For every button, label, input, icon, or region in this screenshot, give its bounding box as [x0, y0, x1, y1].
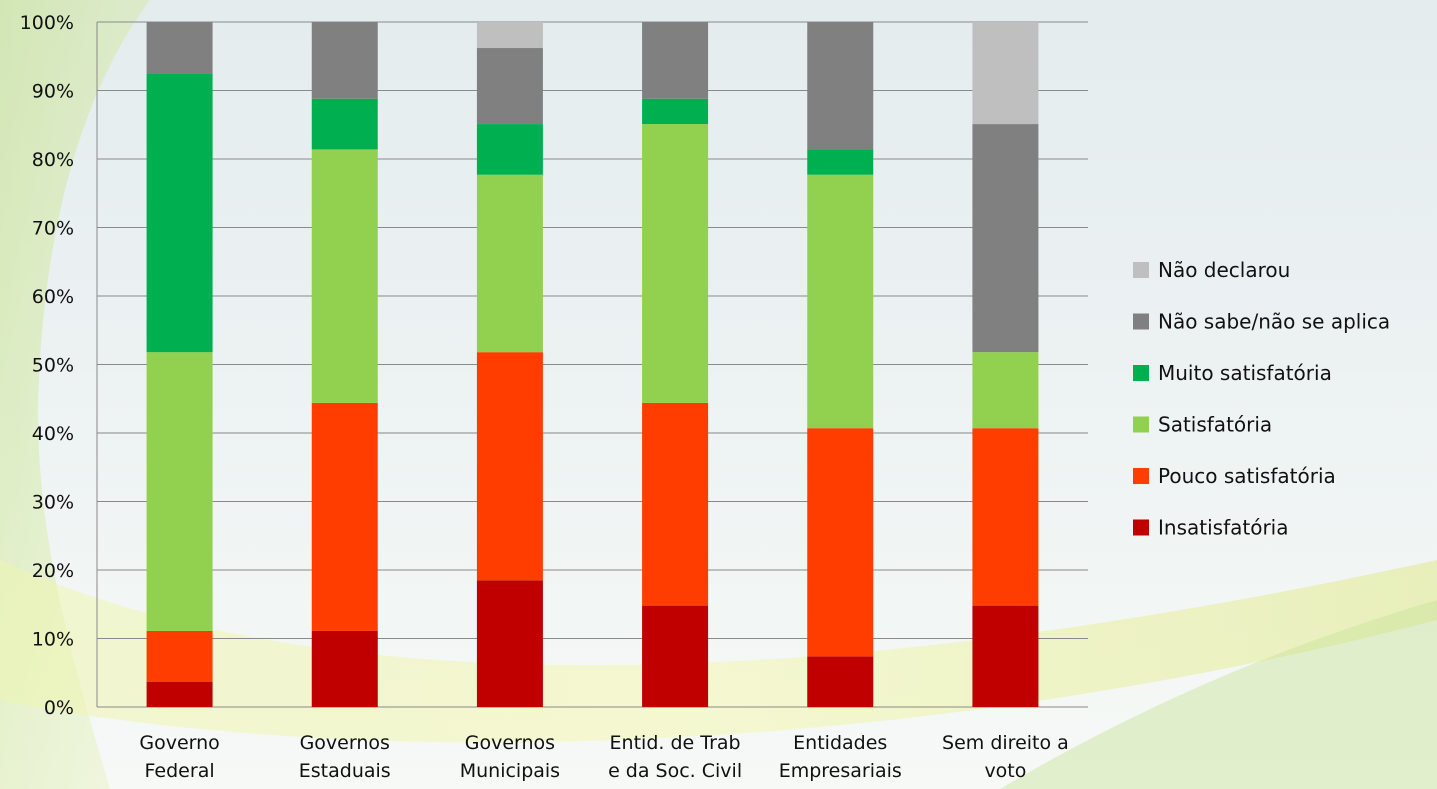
bar-segment [972, 352, 1039, 429]
x-category-label: Estaduais [299, 760, 391, 782]
x-category-label: e da Soc. Civil [608, 760, 742, 782]
x-category-label: Governo [139, 732, 219, 754]
y-tick-label: 30% [32, 492, 74, 514]
x-category-label: Entid. de Trab [610, 732, 741, 754]
y-tick-label: 70% [32, 218, 74, 240]
bar-segment [642, 98, 709, 125]
x-category-label: Municipais [460, 760, 560, 782]
x-category-label: Federal [145, 760, 215, 782]
x-category-label: Sem direito a [942, 732, 1069, 754]
bar-segment [146, 352, 213, 631]
bar-segment [476, 48, 543, 125]
y-tick-label: 50% [32, 355, 74, 377]
y-tick-label: 100% [20, 12, 74, 34]
y-tick-label: 10% [32, 629, 74, 651]
legend-label: Insatisfatória [1158, 516, 1288, 540]
legend-swatch [1133, 262, 1149, 278]
bar-segment [642, 22, 709, 99]
bar-segment [642, 605, 709, 707]
bar-segment [476, 352, 543, 581]
bar-segment [807, 174, 874, 429]
y-tick-label: 40% [32, 423, 74, 445]
bar-segment [476, 124, 543, 175]
bar-segment [146, 630, 213, 682]
legend-swatch [1133, 519, 1149, 536]
y-tick-label: 20% [32, 560, 74, 582]
legend-swatch [1133, 468, 1149, 484]
bar-segment [311, 149, 378, 403]
bar-segment [311, 630, 378, 707]
legend-label: Muito satisfatória [1158, 361, 1332, 385]
legend-label: Satisfatória [1158, 413, 1272, 437]
bar-segment [807, 149, 874, 175]
x-category-label: Empresariais [779, 760, 902, 782]
bar-segment [146, 681, 213, 707]
x-category-label: Governos [465, 732, 555, 754]
bottom-right-swoosh [1000, 600, 1437, 789]
bar-segment [972, 605, 1039, 707]
y-tick-label: 60% [32, 286, 74, 308]
bar-segment [146, 73, 213, 353]
y-tick-label: 90% [32, 81, 74, 103]
gridlines [97, 21, 1088, 708]
bar-segment [311, 402, 378, 631]
bar-segment [146, 22, 213, 74]
y-tick-label: 0% [44, 697, 74, 719]
bar-segment [476, 174, 543, 353]
x-category-label: Entidades [793, 732, 887, 754]
bar-segment [642, 124, 709, 403]
legend-swatch [1133, 416, 1149, 433]
bar-segment [311, 22, 378, 99]
bar-segment [972, 428, 1039, 606]
axes: 0% 10% 20% 30% 40% 50% 60% 70% 80% 90% 100% Governo… [20, 12, 1069, 782]
bar-segment [642, 402, 709, 606]
bar-segment [972, 22, 1039, 125]
legend-label: Não sabe/não se aplica [1158, 310, 1390, 334]
legend: Não declarou Não sabe/não se aplica Muito … [1133, 258, 1390, 540]
bar-segment [972, 124, 1039, 353]
legend-label: Pouco satisfatória [1158, 464, 1336, 488]
bar-segment [476, 22, 543, 49]
bar-segment [476, 580, 543, 707]
x-category-label: Governos [300, 732, 390, 754]
bar-segment [807, 428, 874, 657]
bar-segment [807, 656, 874, 707]
legend-swatch [1133, 313, 1149, 330]
legend-swatch [1133, 365, 1149, 381]
bar-segment [807, 22, 874, 150]
legend-label: Não declarou [1158, 258, 1290, 282]
bars [146, 22, 1039, 707]
bar-segment [311, 98, 378, 150]
y-tick-label: 80% [32, 149, 74, 171]
x-category-label: voto [984, 760, 1026, 782]
